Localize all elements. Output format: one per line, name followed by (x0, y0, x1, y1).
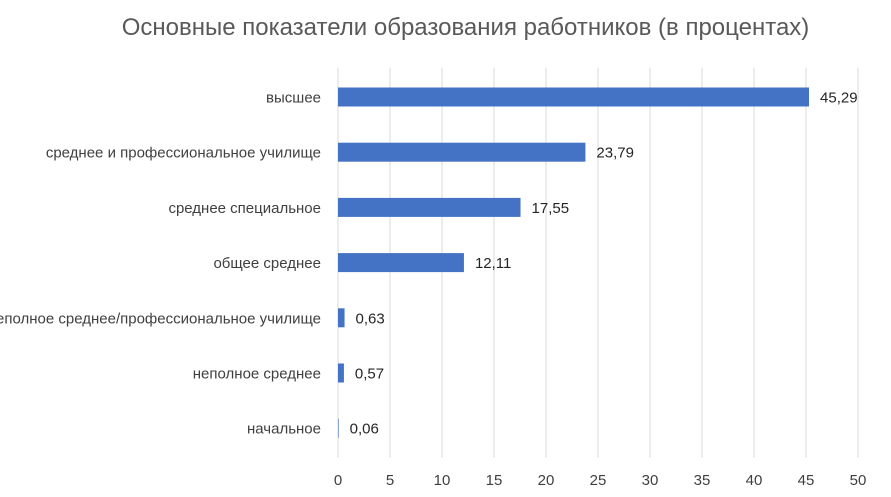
bar (338, 87, 810, 107)
data-label: 0,63 (356, 310, 385, 327)
category-label: неполное среднее (193, 366, 321, 383)
bar (338, 197, 521, 217)
data-label: 12,11 (475, 255, 511, 272)
bar (338, 142, 586, 162)
category-label: начальное (247, 421, 321, 438)
x-tick-label: 0 (334, 472, 342, 489)
x-tick-label: 5 (386, 472, 394, 489)
category-labels: высшее среднее и профессиональное училище… (0, 90, 321, 438)
data-label: 0,06 (350, 421, 379, 438)
x-axis-ticks: 0 5 10 15 20 25 30 35 40 45 50 (334, 472, 867, 489)
bar (338, 253, 464, 273)
data-label: 45,29 (820, 90, 858, 107)
x-tick-label: 50 (850, 472, 867, 489)
data-labels: 45,29 23,79 17,55 12,11 0,63 0,57 0,06 (350, 90, 858, 438)
category-label: общее среднее (213, 255, 321, 272)
x-tick-label: 15 (486, 472, 503, 489)
x-tick-label: 25 (590, 472, 607, 489)
category-label: высшее (266, 90, 321, 107)
x-tick-label: 10 (434, 472, 451, 489)
bar (338, 363, 344, 383)
data-label: 23,79 (596, 145, 634, 162)
x-tick-label: 20 (538, 472, 555, 489)
x-tick-label: 30 (642, 472, 659, 489)
x-tick-label: 35 (694, 472, 711, 489)
x-tick-label: 45 (798, 472, 815, 489)
data-label: 17,55 (532, 200, 570, 217)
bars (338, 87, 810, 438)
category-label: неполное среднее/профессиональное училищ… (0, 310, 321, 327)
bar (338, 418, 339, 438)
data-label: 0,57 (355, 366, 384, 383)
category-label: среднее специальное (168, 200, 321, 217)
category-label: среднее и профессиональное училище (46, 145, 321, 162)
bar (338, 308, 345, 328)
chart-title: Основные показатели образования работник… (121, 14, 810, 41)
x-tick-label: 40 (746, 472, 763, 489)
